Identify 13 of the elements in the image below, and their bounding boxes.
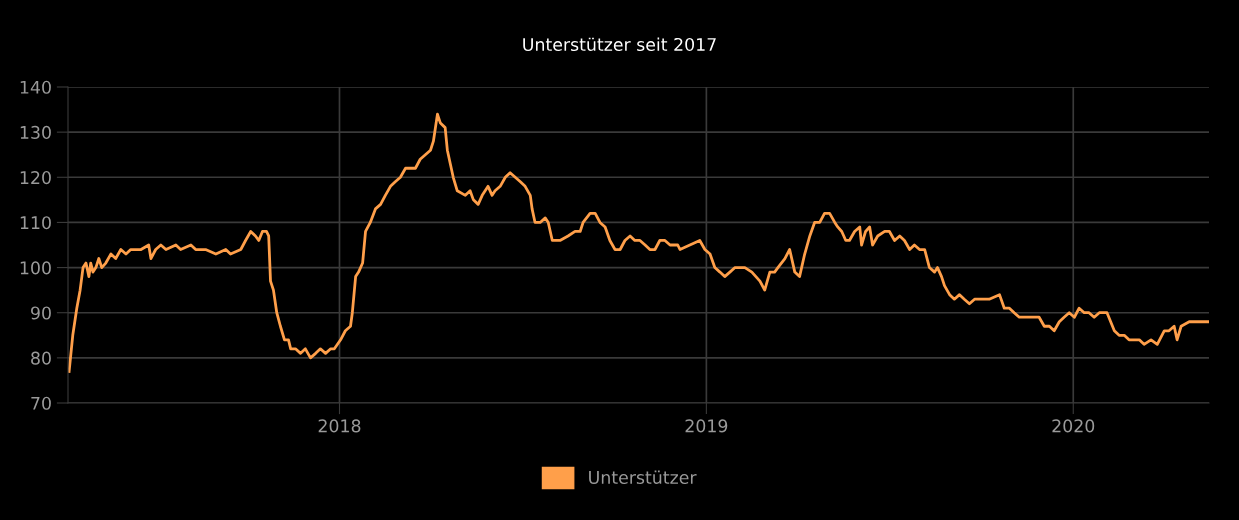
y-tick-label: 80 xyxy=(31,351,51,365)
x-tick-label: 2020 xyxy=(1052,419,1095,433)
y-tick-label: 120 xyxy=(20,171,51,185)
y-tick-label: 130 xyxy=(20,125,51,139)
y-tick-label: 140 xyxy=(20,80,51,94)
chart-title: Unterstützer seit 2017 xyxy=(523,37,716,52)
y-tick-label: 90 xyxy=(31,306,51,320)
legend-label: Unterstützer xyxy=(589,470,697,484)
x-tick-label: 2019 xyxy=(685,419,728,433)
y-tick-label: 100 xyxy=(20,261,51,275)
y-tick-label: 70 xyxy=(31,396,51,410)
y-tick-label: 110 xyxy=(20,216,51,230)
x-tick-label: 2018 xyxy=(318,419,361,433)
